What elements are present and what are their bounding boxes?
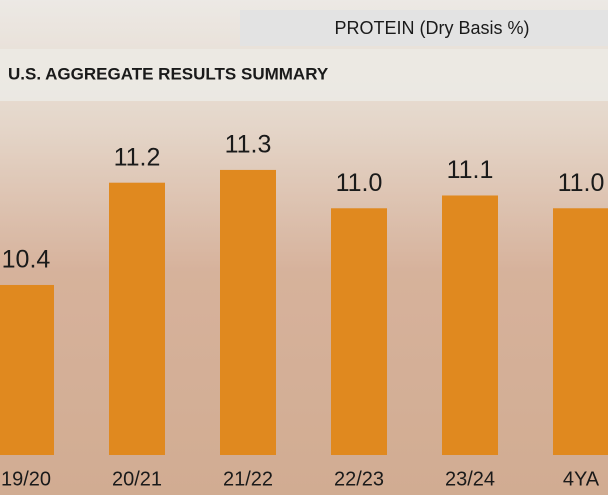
x-tick-label: 19/20 [1,468,51,490]
value-label: 11.0 [558,169,605,197]
bar [109,182,165,455]
x-tick-label: 23/24 [445,468,495,490]
x-tick-label: 20/21 [112,468,162,490]
subtitle-band [0,49,608,101]
value-label: 10.4 [2,246,51,274]
bar [220,169,276,455]
chart-subtitle: U.S. AGGREGATE RESULTS SUMMARY [8,64,329,83]
value-label: 11.3 [225,131,272,159]
bar [553,208,608,455]
value-label: 11.0 [336,169,383,197]
x-tick-label: 22/23 [334,468,384,490]
bar [331,208,387,455]
value-label: 11.2 [114,143,161,171]
bar [442,195,498,455]
x-tick-label: 21/22 [223,468,273,490]
title-box [240,10,608,46]
x-tick-label: 4YA [563,468,600,490]
value-label: 11.1 [447,156,494,184]
chart-title: PROTEIN (Dry Basis %) [334,18,529,38]
bar [0,284,54,455]
